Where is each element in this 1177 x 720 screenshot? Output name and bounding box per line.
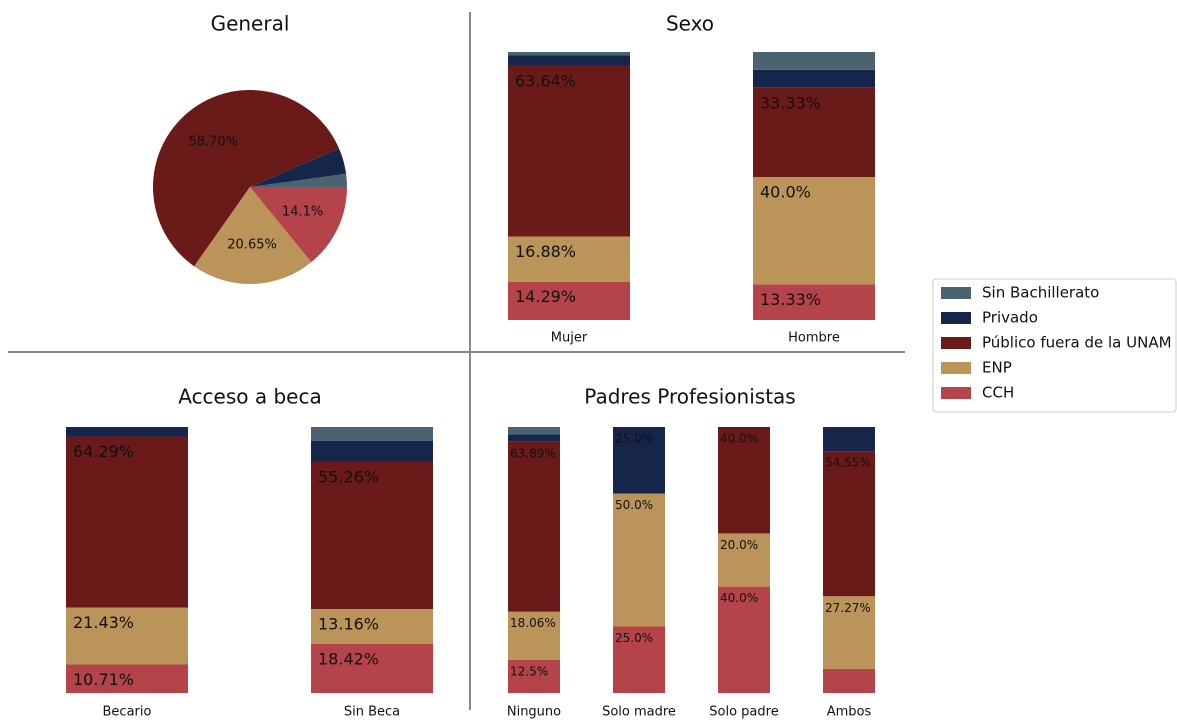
- bar-segment: [823, 668, 875, 693]
- bar-segment: [718, 533, 770, 587]
- bar-segment: [753, 52, 875, 70]
- bar-segment: [753, 69, 875, 88]
- bar-segment: [66, 427, 188, 437]
- bar-segment: [66, 436, 188, 608]
- bar-segment: [613, 493, 665, 627]
- legend-swatch: [941, 287, 971, 299]
- x-tick-label: Ninguno: [507, 705, 561, 720]
- pie-slice: [250, 148, 347, 187]
- x-tick-label: Solo padre: [709, 705, 778, 720]
- x-tick-label: Sin Beca: [344, 705, 400, 720]
- slice-label: 14.1%: [282, 204, 323, 219]
- pie-slice: [194, 187, 312, 284]
- x-tick-label: Solo madre: [602, 705, 676, 720]
- bar-segment: [311, 643, 433, 693]
- bar-label: 14.29%: [515, 287, 576, 306]
- bar-segment: [311, 608, 433, 644]
- bar-segment: [508, 611, 560, 660]
- pie-slice: [250, 187, 347, 263]
- bar-label: 20.0%: [720, 538, 758, 552]
- bar-segment: [508, 52, 630, 56]
- bar-label: 55.26%: [318, 467, 379, 486]
- bar-segment: [753, 87, 875, 178]
- bar-segment: [823, 427, 875, 452]
- bar-segment: [66, 607, 188, 665]
- x-tick-label: Mujer: [551, 331, 588, 346]
- legend-label: CCH: [982, 384, 1014, 402]
- bar-label: 40.0%: [720, 591, 758, 605]
- bar-segment: [66, 664, 188, 693]
- bar-segment: [613, 427, 665, 494]
- bar-segment: [311, 427, 433, 441]
- bar-segment: [508, 55, 630, 66]
- bar-label: 63.89%: [510, 446, 556, 460]
- bar-segment: [508, 65, 630, 237]
- bar-segment: [311, 461, 433, 609]
- bar-segment: [508, 441, 560, 612]
- bar-segment: [718, 427, 770, 534]
- bar-segment: [508, 434, 560, 442]
- bar-label: 12.5%: [510, 664, 548, 678]
- bar-label: 18.42%: [318, 649, 379, 668]
- chart-title: Padres Profesionistas: [584, 385, 795, 409]
- bar-label: 40.0%: [720, 432, 758, 446]
- chart-title: Sexo: [666, 12, 714, 36]
- bar-segment: [508, 427, 560, 435]
- legend-label: Público fuera de la UNAM: [982, 334, 1172, 352]
- bar-segment: [311, 440, 433, 462]
- bar-label: 13.33%: [760, 290, 821, 309]
- bar-segment: [508, 281, 630, 320]
- legend-swatch: [941, 387, 971, 399]
- bar-label: 63.64%: [515, 71, 576, 90]
- bar-label: 40.0%: [760, 183, 811, 202]
- bar-segment: [613, 626, 665, 693]
- bar-label: 50.0%: [615, 498, 653, 512]
- bar-label: 13.16%: [318, 614, 379, 633]
- bar-label: 18.06%: [510, 616, 556, 630]
- bar-label: 27.27%: [825, 601, 871, 615]
- pie-slice: [250, 173, 347, 187]
- bar-segment: [508, 236, 630, 282]
- chart-title: General: [211, 12, 290, 36]
- bar-label: 64.29%: [73, 442, 134, 461]
- pie-slice: [152, 90, 339, 267]
- bar-label: 21.43%: [73, 613, 134, 632]
- bar-label: 16.88%: [515, 242, 576, 261]
- legend-swatch: [941, 362, 971, 374]
- bar-label: 33.33%: [760, 93, 821, 112]
- slice-label: 58.70%: [188, 134, 238, 149]
- bar-segment: [753, 177, 875, 285]
- legend-label: Privado: [982, 309, 1038, 327]
- bar-segment: [823, 451, 875, 597]
- bar-segment: [823, 596, 875, 669]
- bar-label: 54.55%: [825, 456, 871, 470]
- x-tick-label: Ambos: [827, 705, 872, 720]
- legend-label: ENP: [982, 359, 1012, 377]
- x-tick-label: Becario: [103, 705, 152, 720]
- slice-label: 20.65%: [227, 238, 277, 253]
- bar-segment: [718, 586, 770, 693]
- legend: [932, 278, 1177, 413]
- bar-label: 25.0%: [615, 432, 653, 446]
- bar-segment: [508, 659, 560, 693]
- bar-label: 25.0%: [615, 631, 653, 645]
- x-tick-label: Hombre: [788, 331, 840, 346]
- legend-swatch: [941, 337, 971, 349]
- chart-title: Acceso a beca: [178, 385, 322, 409]
- bar-label: 10.71%: [73, 670, 134, 689]
- legend-swatch: [941, 312, 971, 324]
- legend-label: Sin Bachillerato: [982, 284, 1099, 302]
- bar-segment: [753, 284, 875, 320]
